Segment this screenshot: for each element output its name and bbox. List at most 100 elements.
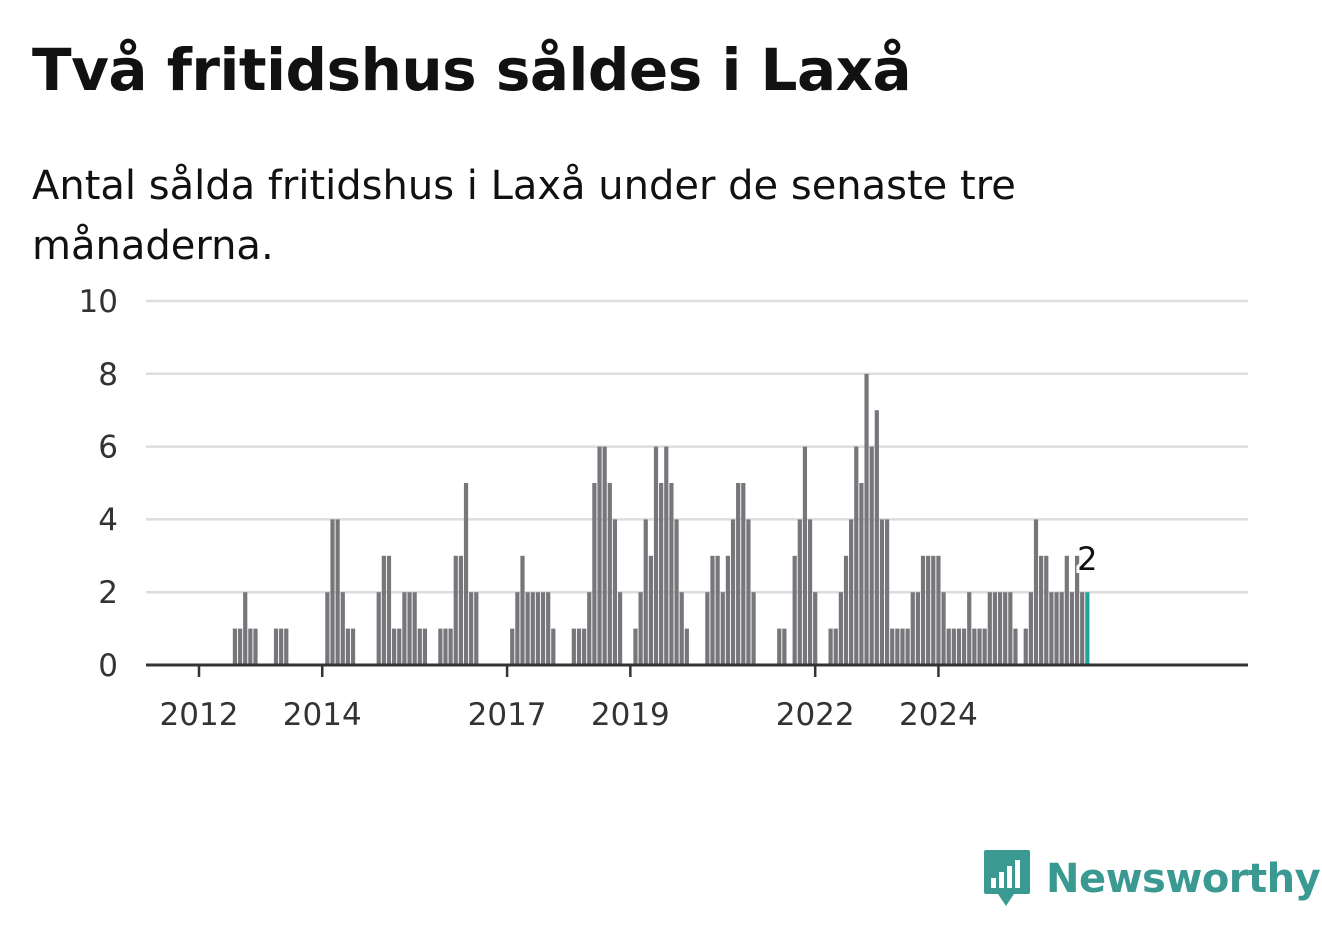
bar (843, 555, 849, 665)
bar (612, 519, 618, 665)
bar (1028, 592, 1033, 665)
bar (879, 519, 885, 665)
bar (792, 555, 797, 665)
bar (669, 483, 674, 665)
bar (936, 555, 941, 665)
bar (751, 592, 756, 665)
bar (730, 519, 736, 665)
bar (407, 592, 412, 665)
bar (813, 592, 818, 665)
bar (910, 592, 915, 665)
bar (920, 555, 926, 665)
bar (551, 628, 556, 665)
bar (849, 519, 854, 665)
bar (977, 628, 982, 665)
x-tick-label: 2022 (776, 697, 855, 733)
bar (797, 519, 802, 665)
bar (607, 483, 612, 665)
bar (330, 519, 335, 665)
bar (535, 592, 541, 665)
bar (510, 628, 515, 665)
bar (648, 555, 653, 665)
y-tick-label: 2 (98, 575, 118, 611)
y-tick-label: 0 (98, 648, 118, 684)
y-tick-label: 6 (98, 430, 118, 466)
bar (1049, 592, 1054, 665)
bar (715, 555, 720, 665)
bar (679, 592, 684, 665)
bar (1080, 592, 1085, 665)
bar (802, 446, 808, 665)
bar (546, 592, 551, 665)
bar (838, 592, 843, 665)
bar (520, 555, 525, 665)
bar (1008, 592, 1013, 665)
x-tick-label: 2012 (160, 697, 239, 733)
bar (864, 373, 869, 665)
bar (736, 483, 741, 665)
bar (1069, 592, 1075, 665)
bar (900, 628, 905, 665)
bar (392, 628, 397, 665)
bar (725, 555, 730, 665)
x-tick-label: 2014 (283, 697, 362, 733)
bar (633, 628, 638, 665)
bar (458, 555, 463, 665)
bar (376, 592, 381, 665)
bar (926, 555, 931, 665)
bar (741, 483, 746, 665)
bar (592, 483, 597, 665)
bar (515, 592, 520, 665)
bar (417, 628, 422, 665)
bar (422, 628, 428, 665)
bar (1039, 555, 1044, 665)
bar (540, 592, 546, 665)
bar (807, 519, 813, 665)
bar (777, 628, 782, 665)
bar (469, 592, 474, 665)
bar (1074, 555, 1080, 665)
bar (1059, 592, 1064, 665)
x-tick-label: 2017 (468, 697, 547, 733)
bar (474, 592, 479, 665)
bar (638, 592, 643, 665)
bar (982, 628, 987, 665)
bar (237, 628, 243, 665)
bar (587, 592, 592, 665)
bar (828, 628, 833, 665)
bar (951, 628, 956, 665)
bar (1003, 592, 1008, 665)
bar (962, 628, 967, 665)
bar-latest (1085, 592, 1090, 665)
y-tick-label: 8 (98, 357, 118, 393)
bar (335, 519, 340, 665)
x-tick-label: 2019 (591, 697, 670, 733)
bar (643, 519, 648, 665)
bar (284, 628, 289, 665)
bar (402, 592, 407, 665)
brand-name: Newsworthy (1046, 856, 1321, 902)
bar (571, 628, 576, 665)
bar (890, 628, 895, 665)
bar (1013, 628, 1018, 665)
bar (253, 628, 258, 665)
bar (232, 628, 238, 665)
bar (854, 446, 859, 665)
bar (602, 446, 607, 665)
bar (705, 592, 710, 665)
bar (248, 628, 253, 665)
newsworthy-logo-icon (984, 850, 1030, 906)
latest-value-label: 2 (1077, 540, 1097, 578)
bar (345, 628, 351, 665)
bar (869, 446, 874, 665)
data-labels: 2 (1074, 537, 1100, 581)
bar (664, 446, 669, 665)
bar (946, 628, 951, 665)
bar (617, 592, 623, 665)
bar (597, 446, 602, 665)
y-axis-ticks: 0 2 4 6 8 10 (79, 284, 118, 684)
bar (325, 592, 330, 665)
bar (1044, 555, 1049, 665)
bar (350, 628, 356, 665)
